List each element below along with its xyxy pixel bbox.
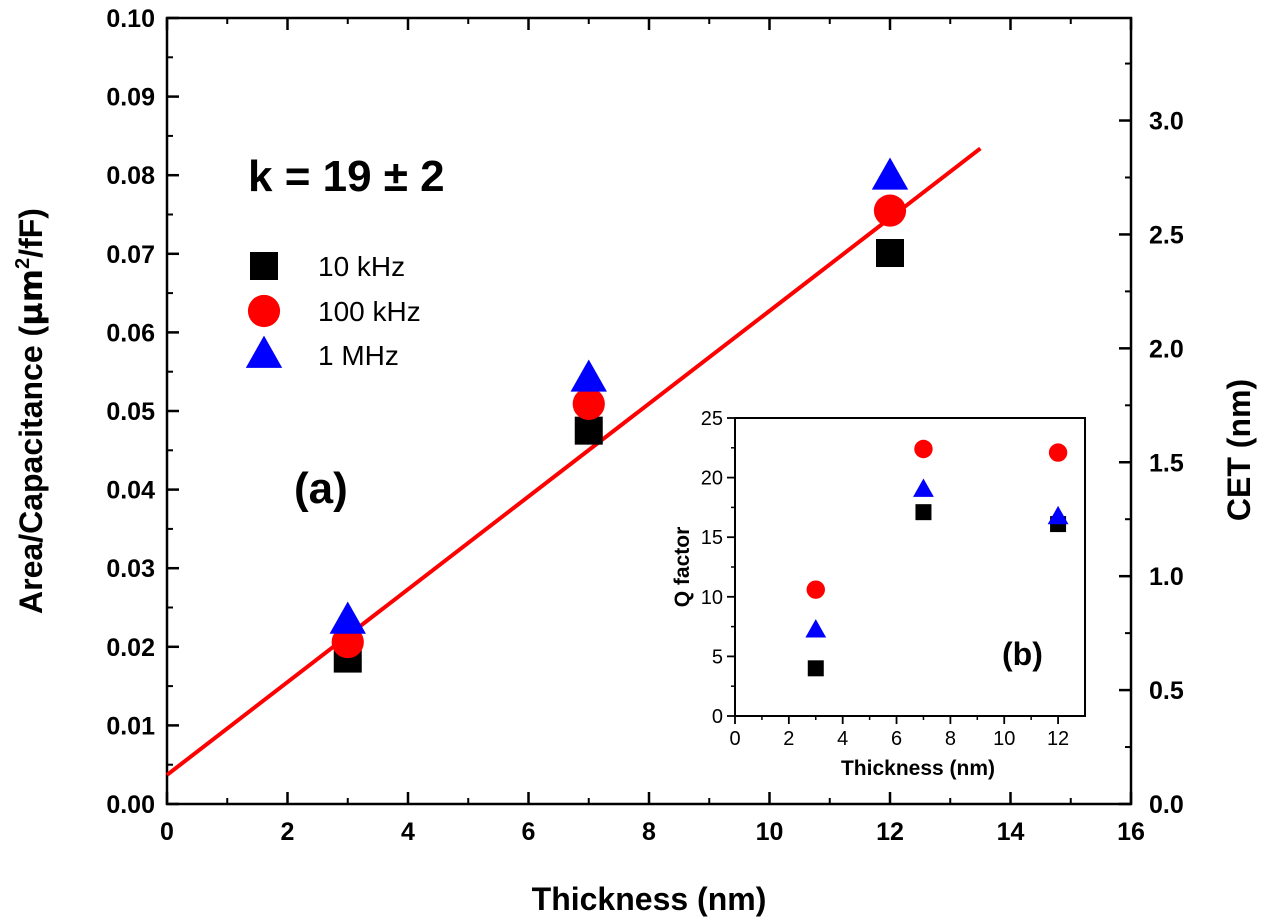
data-point-triangle (871, 157, 909, 190)
main-x-ticks: 0 2 4 6 8 10 12 14 16 (160, 18, 1145, 846)
inset-x-tick-label: 6 (891, 728, 902, 750)
y2-tick-label: 0.5 (1149, 677, 1184, 705)
inset-x-axis-title: Thickness (nm) (841, 757, 995, 780)
y2-tick-label: 0.0 (1149, 791, 1184, 819)
inset-data-point-circle (914, 439, 933, 459)
y-axis-title-post: /fF) (13, 208, 49, 258)
data-point-square (574, 416, 603, 445)
y-axis-title-mu: µm (12, 269, 50, 326)
data-point-square (876, 239, 904, 268)
x-tick-label: 10 (756, 818, 784, 846)
x-tick-label: 0 (160, 818, 174, 846)
inset-x-tick-label: 4 (837, 728, 848, 750)
fit-line-group (165, 146, 982, 777)
data-point-triangle (329, 601, 366, 634)
inset-y-tick-label: 10 (701, 587, 723, 609)
inset-data-point-circle (806, 580, 825, 599)
inset-x-tick-label: 8 (945, 728, 956, 750)
x-tick-label: 14 (997, 818, 1025, 846)
inset-y-axis-title: Q factor (671, 527, 694, 608)
inset-x-tick-label: 12 (1047, 728, 1069, 750)
inset-data-points (805, 439, 1069, 677)
x-tick-label: 2 (281, 818, 295, 846)
main-plot: 0 2 4 6 8 10 12 14 16 0.000.010.020.030.040.050.… (12, 5, 1257, 917)
y-axis-title: Area/Capacitance (µm2/fF) (12, 208, 50, 614)
inset-data-point-square (807, 660, 824, 677)
main-y-ticks: 0.00 0.01 0.02 0.03 0.04 0.05 0.06 0.07 0.08 0.09… (106, 5, 179, 819)
y2-tick-label: 1.5 (1149, 449, 1184, 477)
x-tick-label: 12 (876, 818, 904, 846)
inset-y-tick-label: 20 (701, 468, 723, 490)
y2-axis-title: CET (nm) (1221, 379, 1257, 521)
inset-y-tick-label: 0 (712, 706, 723, 728)
data-point-circle (873, 194, 907, 227)
y-tick-label: 0.04 (106, 477, 155, 505)
y-tick-label: 0.10 (106, 5, 155, 33)
panel-label-a: (a) (294, 464, 348, 513)
legend-label: 1 MHz (318, 340, 399, 371)
inset-background (733, 416, 1086, 718)
y-tick-label: 0.07 (106, 241, 155, 269)
data-point-circle (572, 387, 605, 421)
data-point-triangle (570, 359, 607, 392)
y-tick-label: 0.01 (106, 712, 155, 740)
legend-marker-triangle (245, 335, 283, 368)
main-data-points (329, 157, 909, 673)
inset-data-point-circle (1048, 443, 1068, 462)
y-axis-title-sup: 2 (12, 258, 34, 269)
x-tick-label: 8 (642, 818, 656, 846)
inset-y-ticks: 0 5 10 15 20 25 (701, 408, 735, 728)
legend-label: 10 kHz (318, 251, 405, 282)
legend-marker-square (250, 252, 278, 280)
inset-y-tick-label: 15 (701, 527, 723, 549)
legend-label: 100 kHz (318, 296, 421, 327)
x-tick-label: 4 (401, 818, 415, 846)
inset-plot: 0 2 4 6 8 10 12 0 5 10 15 20 25 Thickness (nm) Q fa… (671, 408, 1086, 780)
inset-y-tick-label: 5 (712, 646, 723, 668)
y-tick-label: 0.08 (106, 162, 155, 190)
panel-label-b: (b) (1002, 636, 1043, 672)
y2-tick-label: 1.0 (1149, 563, 1184, 591)
inset-data-point-square (915, 504, 932, 521)
inset-x-tick-label: 0 (729, 728, 740, 750)
fit-line (165, 146, 982, 777)
legend: 10 kHz 100 kHz 1 MHz (245, 251, 421, 371)
inset-data-point-triangle (913, 478, 934, 497)
y-tick-label: 0.09 (106, 84, 155, 112)
y-tick-label: 0.02 (106, 634, 155, 662)
k-annotation: k = 19 ± 2 (248, 152, 445, 201)
main-y2-ticks: 0.0 0.5 1.0 1.5 2.0 2.5 3.0 (1119, 62, 1184, 819)
x-axis-title: Thickness (nm) (532, 881, 767, 917)
inset-data-point-triangle (1047, 505, 1069, 525)
inset-y-tick-label: 25 (701, 408, 723, 430)
y-tick-label: 0.05 (106, 398, 155, 426)
y2-tick-label: 2.5 (1149, 221, 1184, 249)
y2-tick-label: 3.0 (1149, 108, 1184, 136)
y-tick-label: 0.00 (106, 791, 155, 819)
y-axis-title-pre: Area/Capacitance ( (13, 325, 49, 613)
data-point-circle (331, 625, 364, 659)
inset-x-ticks: 0 2 4 6 8 10 12 (729, 716, 1069, 750)
legend-marker-circle (247, 294, 281, 328)
inset-data-point-triangle (805, 619, 827, 638)
inset-x-tick-label: 2 (783, 728, 794, 750)
y2-tick-label: 2.0 (1149, 335, 1184, 363)
y-tick-label: 0.06 (106, 319, 155, 347)
inset-x-tick-label: 10 (993, 728, 1015, 750)
y-tick-label: 0.03 (106, 555, 155, 583)
x-tick-label: 16 (1117, 818, 1145, 846)
x-tick-label: 6 (522, 818, 536, 846)
